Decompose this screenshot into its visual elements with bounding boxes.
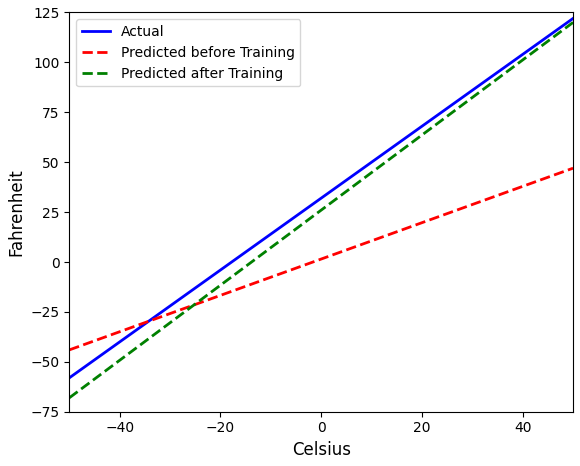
Predicted after Training [66, 395, 73, 401]
Line: Predicted before Training: Predicted before Training [70, 168, 573, 350]
Predicted after Training [374, 165, 381, 171]
Actual [491, 72, 498, 78]
Actual [570, 16, 577, 21]
X-axis label: Celsius: Celsius [292, 441, 351, 459]
Predicted before Training [67, 347, 74, 352]
Actual [366, 161, 373, 167]
Predicted after Training [570, 20, 577, 25]
Actual [374, 155, 381, 161]
Actual [66, 375, 73, 381]
Actual [523, 49, 530, 55]
Actual [364, 162, 371, 168]
Predicted after Training [67, 394, 74, 399]
Legend: Actual, Predicted before Training, Predicted after Training: Actual, Predicted before Training, Predi… [77, 20, 300, 86]
Predicted before Training [366, 239, 373, 245]
Predicted after Training [523, 55, 530, 61]
Predicted after Training [364, 173, 371, 178]
Predicted after Training [491, 79, 498, 84]
Predicted after Training [366, 171, 373, 177]
Y-axis label: Fahrenheit: Fahrenheit [7, 168, 25, 256]
Predicted before Training [570, 165, 577, 171]
Predicted before Training [523, 182, 530, 188]
Line: Predicted after Training: Predicted after Training [70, 22, 573, 398]
Predicted before Training [491, 194, 498, 199]
Predicted before Training [364, 240, 371, 245]
Predicted before Training [66, 347, 73, 353]
Line: Actual: Actual [70, 19, 573, 378]
Actual [67, 374, 74, 379]
Predicted before Training [374, 236, 381, 241]
